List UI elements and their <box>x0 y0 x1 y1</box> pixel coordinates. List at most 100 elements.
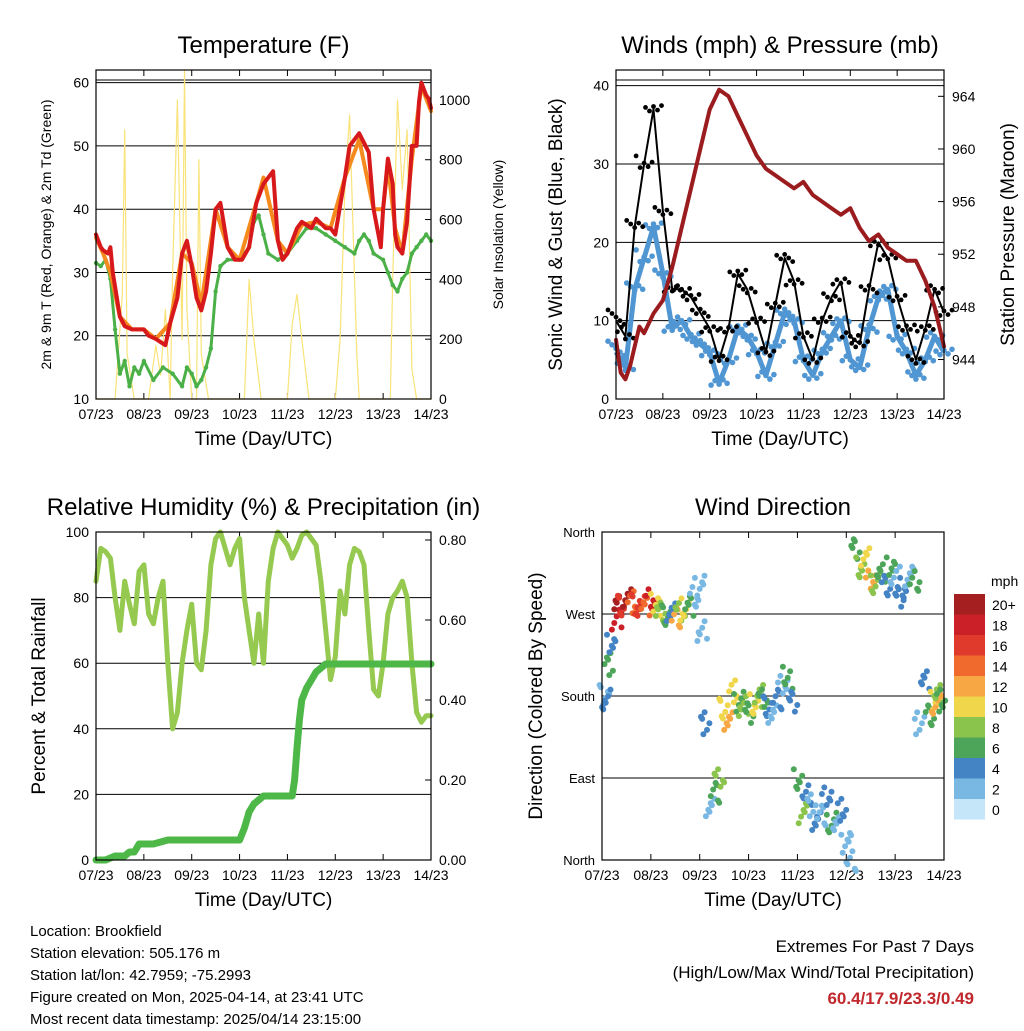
wind-direction-point <box>851 538 858 545</box>
wind-direction-point <box>641 601 648 608</box>
wind-direction-point <box>906 581 913 588</box>
series-gust-point <box>718 326 723 331</box>
x-tick-label: 08/23 <box>126 406 161 422</box>
series-2m-td-point <box>179 384 185 389</box>
series-gust-point <box>930 327 936 332</box>
wind-direction-point <box>933 691 940 697</box>
wind-direction-point <box>657 612 664 619</box>
plot-frame <box>95 69 432 400</box>
wind-direction-point <box>823 811 830 818</box>
legend-label: 16 <box>992 638 1008 654</box>
series-gust-point <box>624 218 630 223</box>
wind-direction-point <box>838 831 845 838</box>
wind-direction-point <box>663 618 670 624</box>
wind-direction-point <box>668 617 675 624</box>
series-gust-point <box>632 225 638 231</box>
legend-swatch <box>954 594 985 615</box>
series-gust-point <box>683 290 688 296</box>
wind-direction-point <box>721 779 728 786</box>
wind-direction-point <box>942 697 949 704</box>
series-gust-point <box>627 332 632 337</box>
series-sonic-wind-point <box>669 327 675 334</box>
wind-direction-point <box>853 868 859 874</box>
series-sonic-wind-point <box>792 358 799 365</box>
series-2m-td-point <box>132 365 137 370</box>
series-sonic-wind-point <box>665 323 671 330</box>
series-sonic-wind-point <box>832 332 839 339</box>
wind-direction-point <box>915 587 922 594</box>
series-sonic-wind-point <box>909 372 915 379</box>
wind-direction-point <box>696 585 703 592</box>
series-sonic-wind-point <box>656 270 662 277</box>
series-gust-point <box>623 336 628 342</box>
wind-direction-point <box>700 731 707 738</box>
series-sonic-wind-point <box>698 352 705 359</box>
series-gust-point <box>652 205 658 210</box>
series-gust-point <box>893 255 899 261</box>
series-gust-point <box>656 208 662 214</box>
series-gust-point <box>868 243 873 249</box>
series-gust-point <box>641 160 647 166</box>
y-right-tick-label: 948 <box>952 299 976 315</box>
series-gust-point <box>633 153 639 159</box>
wind-direction-point <box>731 691 737 697</box>
series-sonic-wind-point <box>806 376 812 382</box>
wind-direction-point <box>752 704 759 711</box>
series-2m-td-point <box>313 226 319 231</box>
series-gust-point <box>736 283 742 289</box>
series-sonic-wind-point <box>646 225 653 232</box>
x-tick-label: 09/23 <box>174 867 209 883</box>
wind-direction-point <box>716 799 723 806</box>
wind-direction-point <box>849 848 856 855</box>
y-right-tick-label: 0.40 <box>439 692 466 708</box>
series-gust-point <box>876 242 881 248</box>
series-sonic-wind-point <box>630 366 637 373</box>
series-2m-td-point <box>184 365 190 370</box>
wind-direction-point <box>807 791 814 798</box>
series-sonic-wind-point <box>828 337 835 343</box>
wind-direction-point <box>759 686 765 693</box>
y-tick-label: 20 <box>73 786 89 802</box>
legend-swatch <box>954 696 985 717</box>
wind-direction-point <box>689 584 696 590</box>
wind-direction-point <box>864 551 870 558</box>
series-sonic-wind-point <box>682 321 689 328</box>
y-tick-label: 60 <box>73 655 89 671</box>
series-gust-point <box>605 307 611 313</box>
x-tick-label: 12/23 <box>829 867 864 883</box>
x-tick-label: 09/23 <box>174 406 209 422</box>
series-2m-td-point <box>385 270 391 275</box>
wind-direction-point <box>652 613 659 619</box>
series-gust-point <box>896 324 901 330</box>
wind-direction-point <box>638 605 645 612</box>
series-gust-point <box>730 328 735 334</box>
series-2m-td-point <box>409 251 415 256</box>
chart-panel-wind_direction: Wind DirectionNorthEastSouthWestNorth07/… <box>526 494 1018 911</box>
series-gust-point <box>829 298 834 304</box>
series-sonic-wind-point <box>848 364 855 370</box>
wind-direction-point <box>791 708 798 715</box>
wind-direction-point <box>805 797 812 804</box>
x-tick-label: 08/23 <box>126 867 161 883</box>
wind-direction-point <box>823 802 830 808</box>
x-tick-label: 10/23 <box>739 406 774 422</box>
series-gust-point <box>913 361 919 366</box>
series-sonic-wind-point <box>654 224 661 231</box>
series-sonic-wind-point <box>902 331 908 338</box>
series-sonic-wind-point <box>780 338 787 345</box>
series-sonic-wind-point <box>763 372 769 379</box>
wind-direction-point <box>870 590 877 597</box>
series-gust-point <box>894 293 900 299</box>
wind-direction-point <box>806 813 813 820</box>
series-gust-point <box>858 284 864 289</box>
series-2m-td-point <box>203 365 209 370</box>
series-gust-point <box>722 329 727 335</box>
series-sonic-wind-point <box>838 319 844 326</box>
x-tick-label: 07/23 <box>584 867 619 883</box>
series-sonic-wind-point <box>686 317 693 323</box>
series-gust-point <box>834 277 840 283</box>
series-gust-point <box>949 307 955 313</box>
series-gust-point <box>865 339 871 344</box>
series-gust-point <box>874 290 880 296</box>
series-sonic-wind-point <box>635 282 642 289</box>
